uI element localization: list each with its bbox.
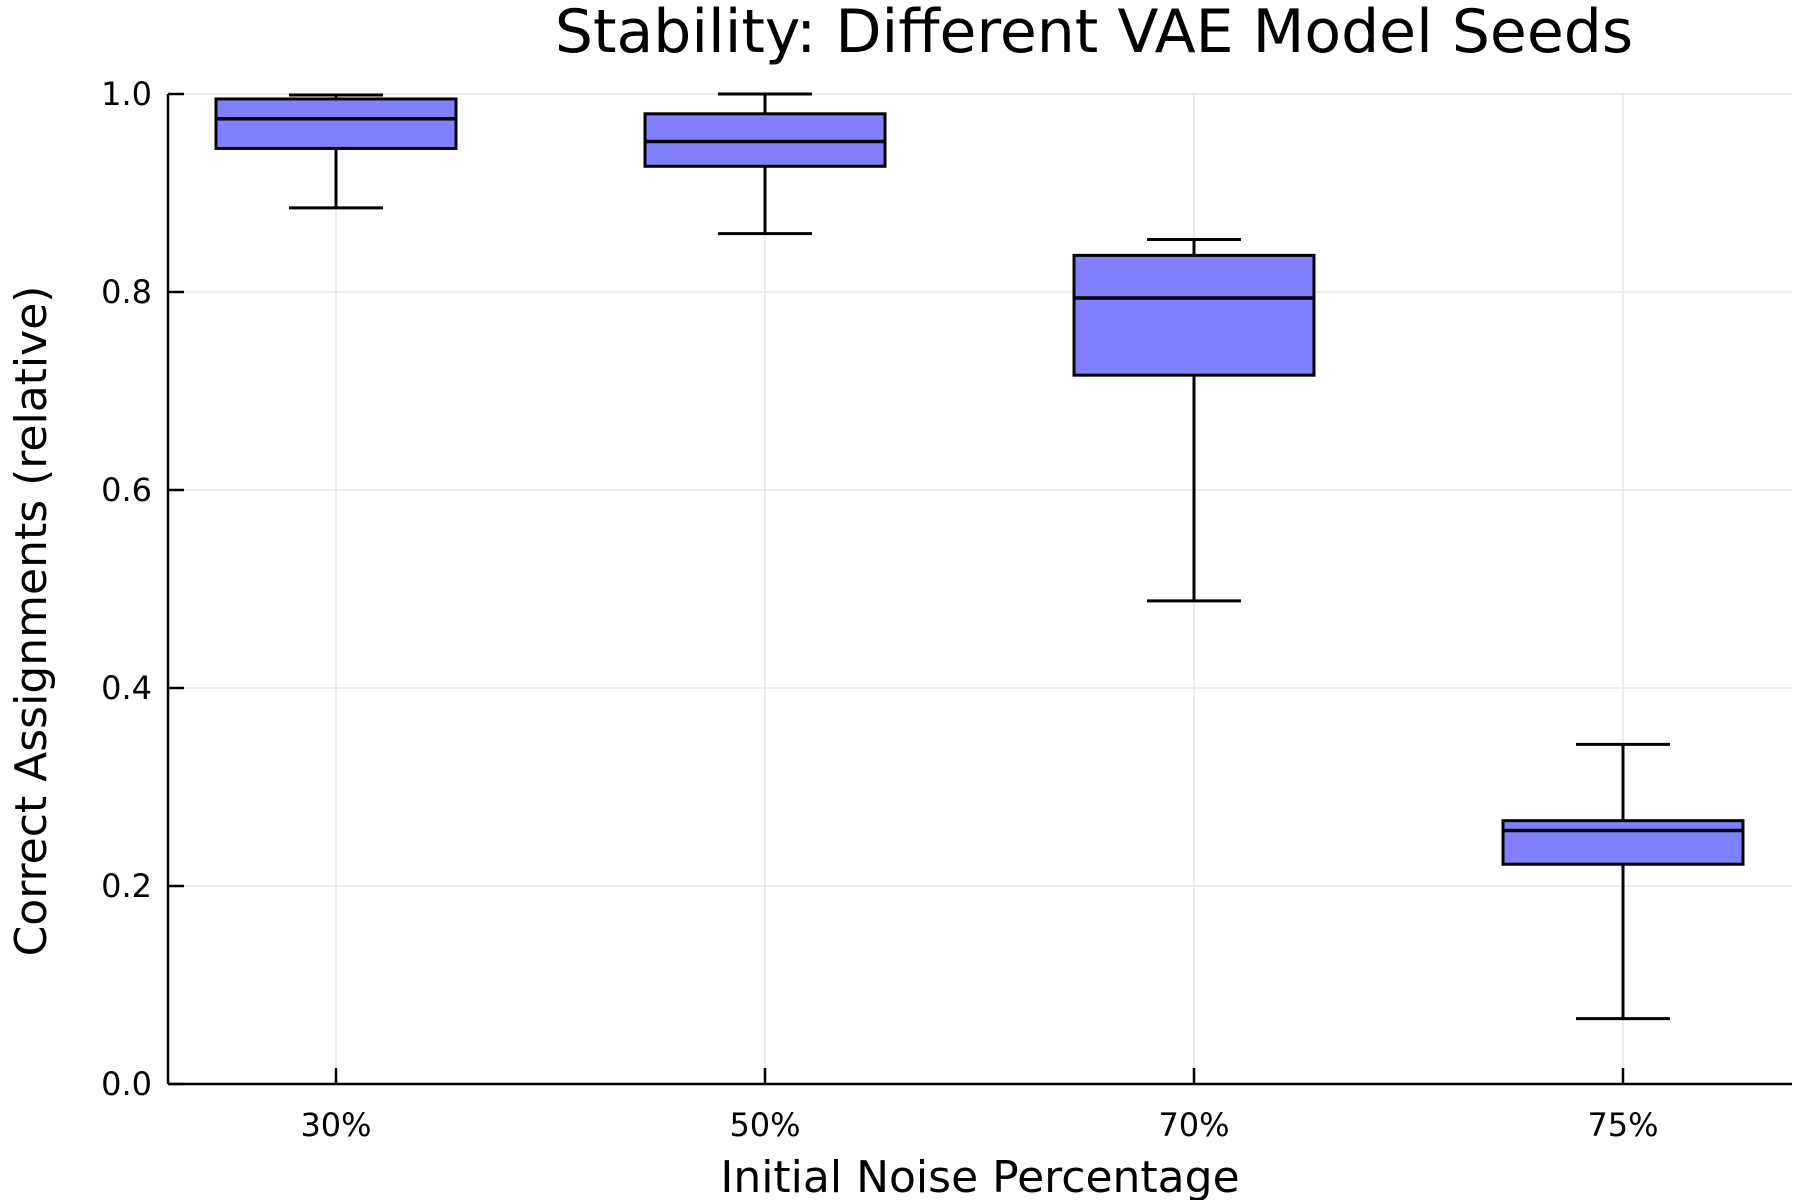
y-tick-label: 1.0 — [101, 75, 152, 113]
x-tick-label: 50% — [729, 1106, 800, 1144]
axes — [166, 92, 1792, 1086]
x-tick-label: 30% — [300, 1106, 371, 1144]
grid-lines — [168, 93, 1792, 1085]
box-50pct — [643, 92, 887, 236]
chart-title: Stability: Different VAE Model Seeds — [555, 0, 1633, 67]
y-tick-label: 0.4 — [101, 669, 152, 707]
x-tick-label: 75% — [1587, 1106, 1658, 1144]
y-tick-label: 0.0 — [101, 1065, 152, 1103]
y-tick-label: 0.6 — [101, 471, 152, 509]
y-axis-label: Correct Assignments (relative) — [6, 286, 57, 957]
box-70pct — [1072, 238, 1316, 603]
interquartile-box — [1072, 253, 1316, 377]
y-tick-label: 0.8 — [101, 273, 152, 311]
box-30pct — [214, 93, 458, 210]
boxes — [214, 92, 1745, 1021]
x-tick-label: 70% — [1158, 1106, 1229, 1144]
tick-labels: 0.0 0.2 0.4 0.6 0.8 1.0 30% 50% 70% 75% — [101, 75, 1658, 1144]
y-tick-label: 0.2 — [101, 867, 152, 905]
interquartile-box — [1501, 819, 1745, 866]
interquartile-box — [214, 97, 458, 150]
x-axis-label: Initial Noise Percentage — [720, 1152, 1239, 1200]
box-75pct — [1501, 742, 1745, 1021]
